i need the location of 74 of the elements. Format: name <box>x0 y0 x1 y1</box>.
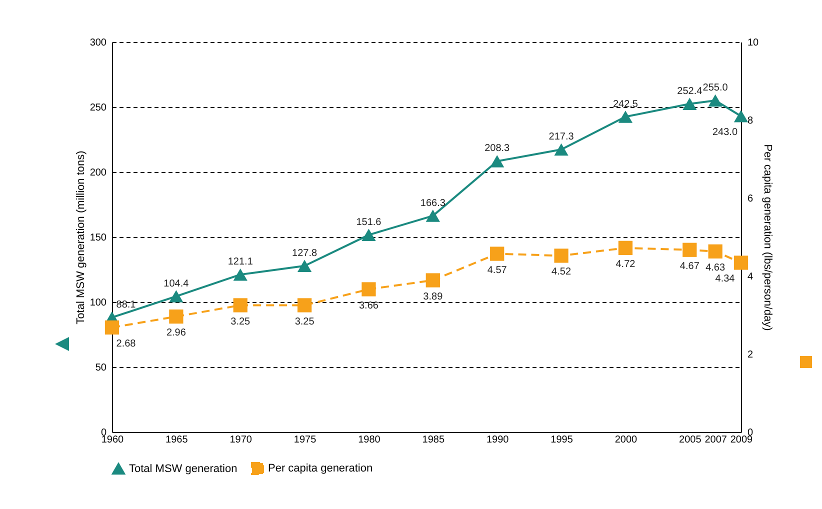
x-tick-label: 1960 <box>101 434 124 446</box>
data-label: 4.52 <box>552 266 572 278</box>
y-tick-label: 150 <box>90 232 107 244</box>
point <box>734 110 748 122</box>
data-label: 2.96 <box>166 328 186 339</box>
point <box>297 298 312 312</box>
point <box>233 268 248 281</box>
point <box>362 228 376 242</box>
point <box>554 143 568 156</box>
data-label: 4.72 <box>616 258 636 270</box>
point <box>708 244 722 258</box>
data-label: 88.1 <box>116 299 136 310</box>
point <box>169 309 184 324</box>
point <box>426 210 440 222</box>
data-label: 166.3 <box>420 198 446 209</box>
y2-tick-label: 6 <box>748 194 754 204</box>
data-label: 3.66 <box>359 300 379 312</box>
y2-tick-label: 8 <box>748 116 754 126</box>
x-tick-label: 2005 <box>679 434 702 446</box>
legend-label: Per capita generation <box>268 462 373 475</box>
x-tick-label: 1965 <box>166 434 188 446</box>
point <box>104 320 120 335</box>
point <box>233 298 248 312</box>
y-tick-label: 50 <box>95 362 107 374</box>
data-label: 243.0 <box>712 127 738 138</box>
x-tick-label: 1975 <box>294 434 317 446</box>
data-label: 127.8 <box>292 248 318 259</box>
y-tick-label: 250 <box>90 102 107 114</box>
x-tick-label: 2009 <box>730 434 754 446</box>
data-label: 104.4 <box>164 278 190 290</box>
point <box>362 282 376 296</box>
y2-tick-label: 4 <box>748 272 754 282</box>
point <box>618 240 633 255</box>
legend-label: Total MSW generation <box>129 462 238 475</box>
point <box>297 260 312 272</box>
y-tick-label: 300 <box>90 38 107 48</box>
x-tick-label: 1985 <box>422 434 445 446</box>
data-label: 121.1 <box>228 256 254 268</box>
y-tick-label: 100 <box>90 298 107 308</box>
point <box>490 155 504 168</box>
data-label: 4.63 <box>706 262 726 274</box>
data-label: 2.68 <box>116 338 136 350</box>
point <box>426 273 440 288</box>
data-label: 3.89 <box>423 291 444 302</box>
point <box>618 110 633 123</box>
data-label: 242.5 <box>612 98 638 110</box>
data-label: 3.25 <box>294 316 315 328</box>
point <box>490 246 504 261</box>
data-label: 255.0 <box>702 82 728 94</box>
x-tick-label: 1995 <box>550 434 574 446</box>
point <box>734 256 748 270</box>
data-label: 4.67 <box>680 260 700 272</box>
data-label: 151.6 <box>356 216 382 228</box>
x-tick-label: 1990 <box>486 434 510 446</box>
x-tick-label: 2000 <box>614 434 638 446</box>
y2-tick-label: 2 <box>748 350 754 360</box>
data-label: 4.57 <box>487 264 508 276</box>
point <box>708 94 722 107</box>
x-tick-label: 1980 <box>358 434 381 446</box>
y2-axis-title: Per capita generation (lbs/person/day) <box>762 144 774 331</box>
y-tick-label: 200 <box>90 168 107 178</box>
y2-tick-label: 10 <box>748 38 760 48</box>
data-label: 217.3 <box>548 132 574 143</box>
point <box>169 290 184 302</box>
data-label: 3.25 <box>230 316 251 328</box>
data-label: 4.34 <box>715 274 736 285</box>
data-label: 208.3 <box>484 143 510 154</box>
data-label: 252.4 <box>677 86 703 97</box>
point <box>682 242 697 257</box>
x-tick-label: 2007 <box>704 434 728 446</box>
point <box>554 248 568 263</box>
x-tick-label: 1970 <box>230 434 252 446</box>
y-axis-title: Total MSW generation (million tons) <box>74 150 87 324</box>
point <box>682 98 697 110</box>
